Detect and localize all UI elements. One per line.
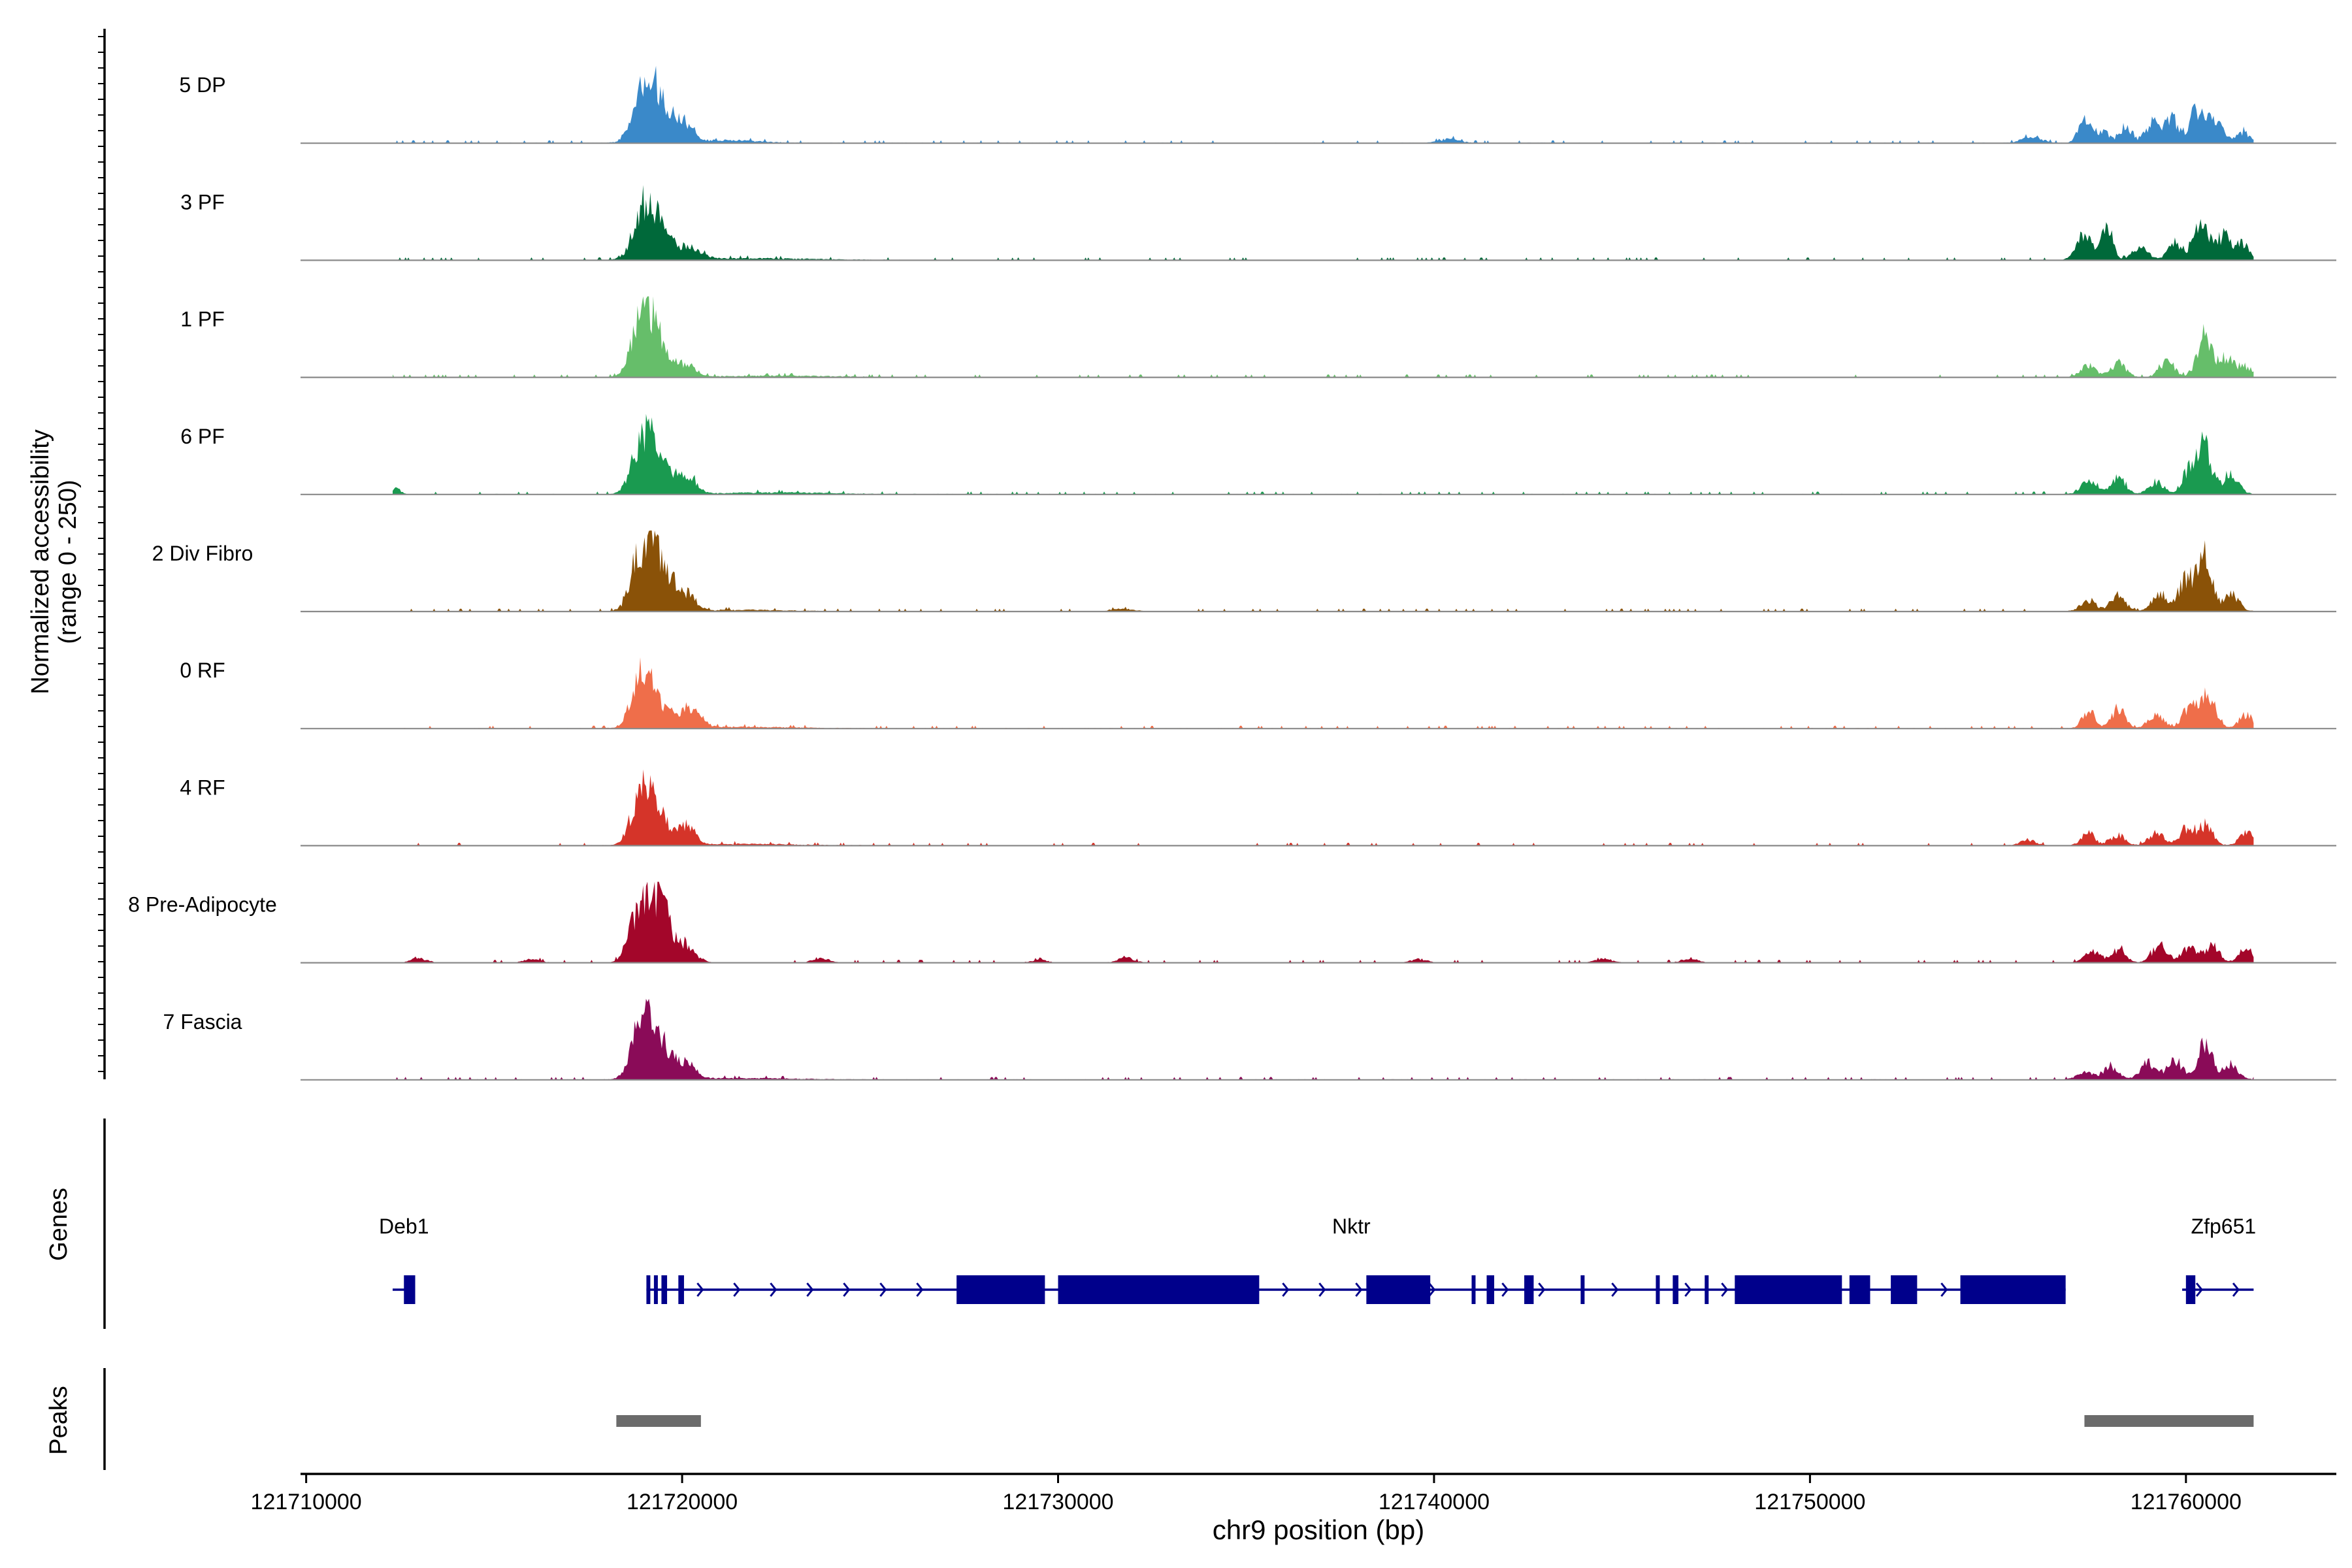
gene-exon bbox=[1960, 1275, 2066, 1304]
track-label: 7 Fascia bbox=[163, 1010, 242, 1034]
track-5-dp: 5 DP bbox=[179, 65, 2336, 144]
track-label: 8 Pre-Adipocyte bbox=[128, 893, 277, 917]
gene-exon bbox=[2185, 1275, 2196, 1304]
gene-exon bbox=[1058, 1275, 1260, 1304]
strand-arrow bbox=[916, 1282, 924, 1297]
strand-arrow bbox=[879, 1282, 887, 1297]
track-label: 3 PF bbox=[180, 190, 225, 214]
track-4-rf: 4 RF bbox=[180, 769, 2336, 847]
x-axis-label: chr9 position (bp) bbox=[1213, 1514, 1425, 1545]
gene-name-label: Zfp651 bbox=[2191, 1215, 2257, 1238]
strand-arrow bbox=[733, 1282, 741, 1297]
peaks-panel: Peaks bbox=[45, 1368, 2254, 1470]
gene-exon bbox=[1580, 1275, 1585, 1304]
strand-arrow bbox=[1428, 1282, 1436, 1297]
strand-arrow bbox=[1318, 1282, 1326, 1297]
track-label: 4 RF bbox=[180, 776, 225, 799]
peak-bars bbox=[616, 1415, 2254, 1427]
gene-name-label: Nktr bbox=[1332, 1215, 1371, 1238]
strand-arrow bbox=[2195, 1282, 2203, 1297]
track-label: 2 Div Fibro bbox=[152, 542, 253, 565]
y-axis-ticks bbox=[98, 36, 105, 1072]
gene-name-label: Deb1 bbox=[379, 1215, 429, 1238]
strand-arrow bbox=[1611, 1282, 1619, 1297]
x-axis-ticks: 121710000 121720000 121730000 121740000 1217… bbox=[251, 1474, 2242, 1514]
coverage-tracks: 5 DP 3 PF 1 PF 6 PF 2 Div Fibro 0 RF 4 RF 8 Pre… bbox=[128, 65, 2336, 1081]
gene-exon bbox=[678, 1275, 684, 1304]
x-tick-label: 121720000 bbox=[627, 1490, 738, 1514]
track-3-pf: 3 PF bbox=[180, 185, 2336, 261]
x-tick-label: 121750000 bbox=[1754, 1490, 1865, 1514]
track-label: 6 PF bbox=[180, 425, 225, 448]
gene-model-nktr bbox=[646, 1275, 2066, 1304]
gene-exon bbox=[1705, 1275, 1709, 1304]
strand-arrow bbox=[2232, 1282, 2240, 1297]
track-label: 0 RF bbox=[180, 659, 225, 682]
x-tick-label: 121730000 bbox=[1002, 1490, 1113, 1514]
gene-model-zfp651 bbox=[2182, 1275, 2254, 1304]
gene-exon bbox=[1656, 1275, 1660, 1304]
peak-region-bar bbox=[616, 1415, 701, 1427]
strand-arrow bbox=[806, 1282, 814, 1297]
y-axis-label-line1: Normalized accessibility bbox=[27, 429, 54, 694]
y-axis: Normalized accessibility (range 0 - 250) bbox=[27, 29, 106, 1079]
strand-arrow bbox=[843, 1282, 851, 1297]
strand-arrow bbox=[1355, 1282, 1363, 1297]
gene-exon bbox=[1735, 1275, 1842, 1304]
gene-exon bbox=[653, 1275, 658, 1304]
track-6-pf: 6 PF bbox=[180, 414, 2336, 495]
gene-exon bbox=[1673, 1275, 1678, 1304]
track-1-pf: 1 PF bbox=[180, 296, 2336, 378]
gene-exon bbox=[646, 1275, 651, 1304]
track-2-div-fibro: 2 Div Fibro bbox=[152, 531, 2336, 613]
gene-exon bbox=[956, 1275, 1045, 1304]
gene-exon bbox=[1524, 1275, 1534, 1304]
gene-model-deb1 bbox=[392, 1275, 416, 1304]
strand-arrow bbox=[1538, 1282, 1546, 1297]
gene-exon bbox=[1849, 1275, 1870, 1304]
strand-arrow bbox=[770, 1282, 777, 1297]
x-axis: 121710000 121720000 121730000 121740000 1217… bbox=[251, 1473, 2336, 1545]
strand-arrow bbox=[1282, 1282, 1290, 1297]
track-label: 5 DP bbox=[179, 73, 225, 97]
track-8-pre-adipocyte: 8 Pre-Adipocyte bbox=[128, 881, 2336, 964]
peak-region-bar bbox=[2084, 1415, 2254, 1427]
gene-models bbox=[392, 1275, 2254, 1304]
gene-exon bbox=[1366, 1275, 1431, 1304]
x-tick-label: 121760000 bbox=[2131, 1490, 2242, 1514]
strand-arrow bbox=[696, 1282, 704, 1297]
strand-arrow bbox=[1501, 1282, 1509, 1297]
peaks-panel-label: Peaks bbox=[45, 1386, 73, 1455]
gene-exon bbox=[1471, 1275, 1476, 1304]
gene-exon bbox=[1891, 1275, 1918, 1304]
gene-labels: Deb1 Nktr Zfp651 bbox=[379, 1215, 2256, 1238]
gene-exon bbox=[404, 1275, 416, 1304]
x-tick-label: 121740000 bbox=[1379, 1490, 1490, 1514]
strand-arrow bbox=[1940, 1282, 1948, 1297]
genes-panel: Genes Deb1 Nktr Zfp651 bbox=[45, 1119, 2256, 1329]
strand-arrow bbox=[1721, 1282, 1729, 1297]
track-0-rf: 0 RF bbox=[180, 657, 2336, 730]
track-label: 1 PF bbox=[180, 308, 225, 331]
genes-panel-label: Genes bbox=[45, 1188, 73, 1261]
gene-exon bbox=[661, 1275, 668, 1304]
gene-exon bbox=[1486, 1275, 1495, 1304]
x-tick-label: 121710000 bbox=[251, 1490, 362, 1514]
track-7-fascia: 7 Fascia bbox=[163, 998, 2336, 1081]
strand-arrow bbox=[1684, 1282, 1692, 1297]
y-axis-label-line2: (range 0 - 250) bbox=[54, 480, 82, 644]
